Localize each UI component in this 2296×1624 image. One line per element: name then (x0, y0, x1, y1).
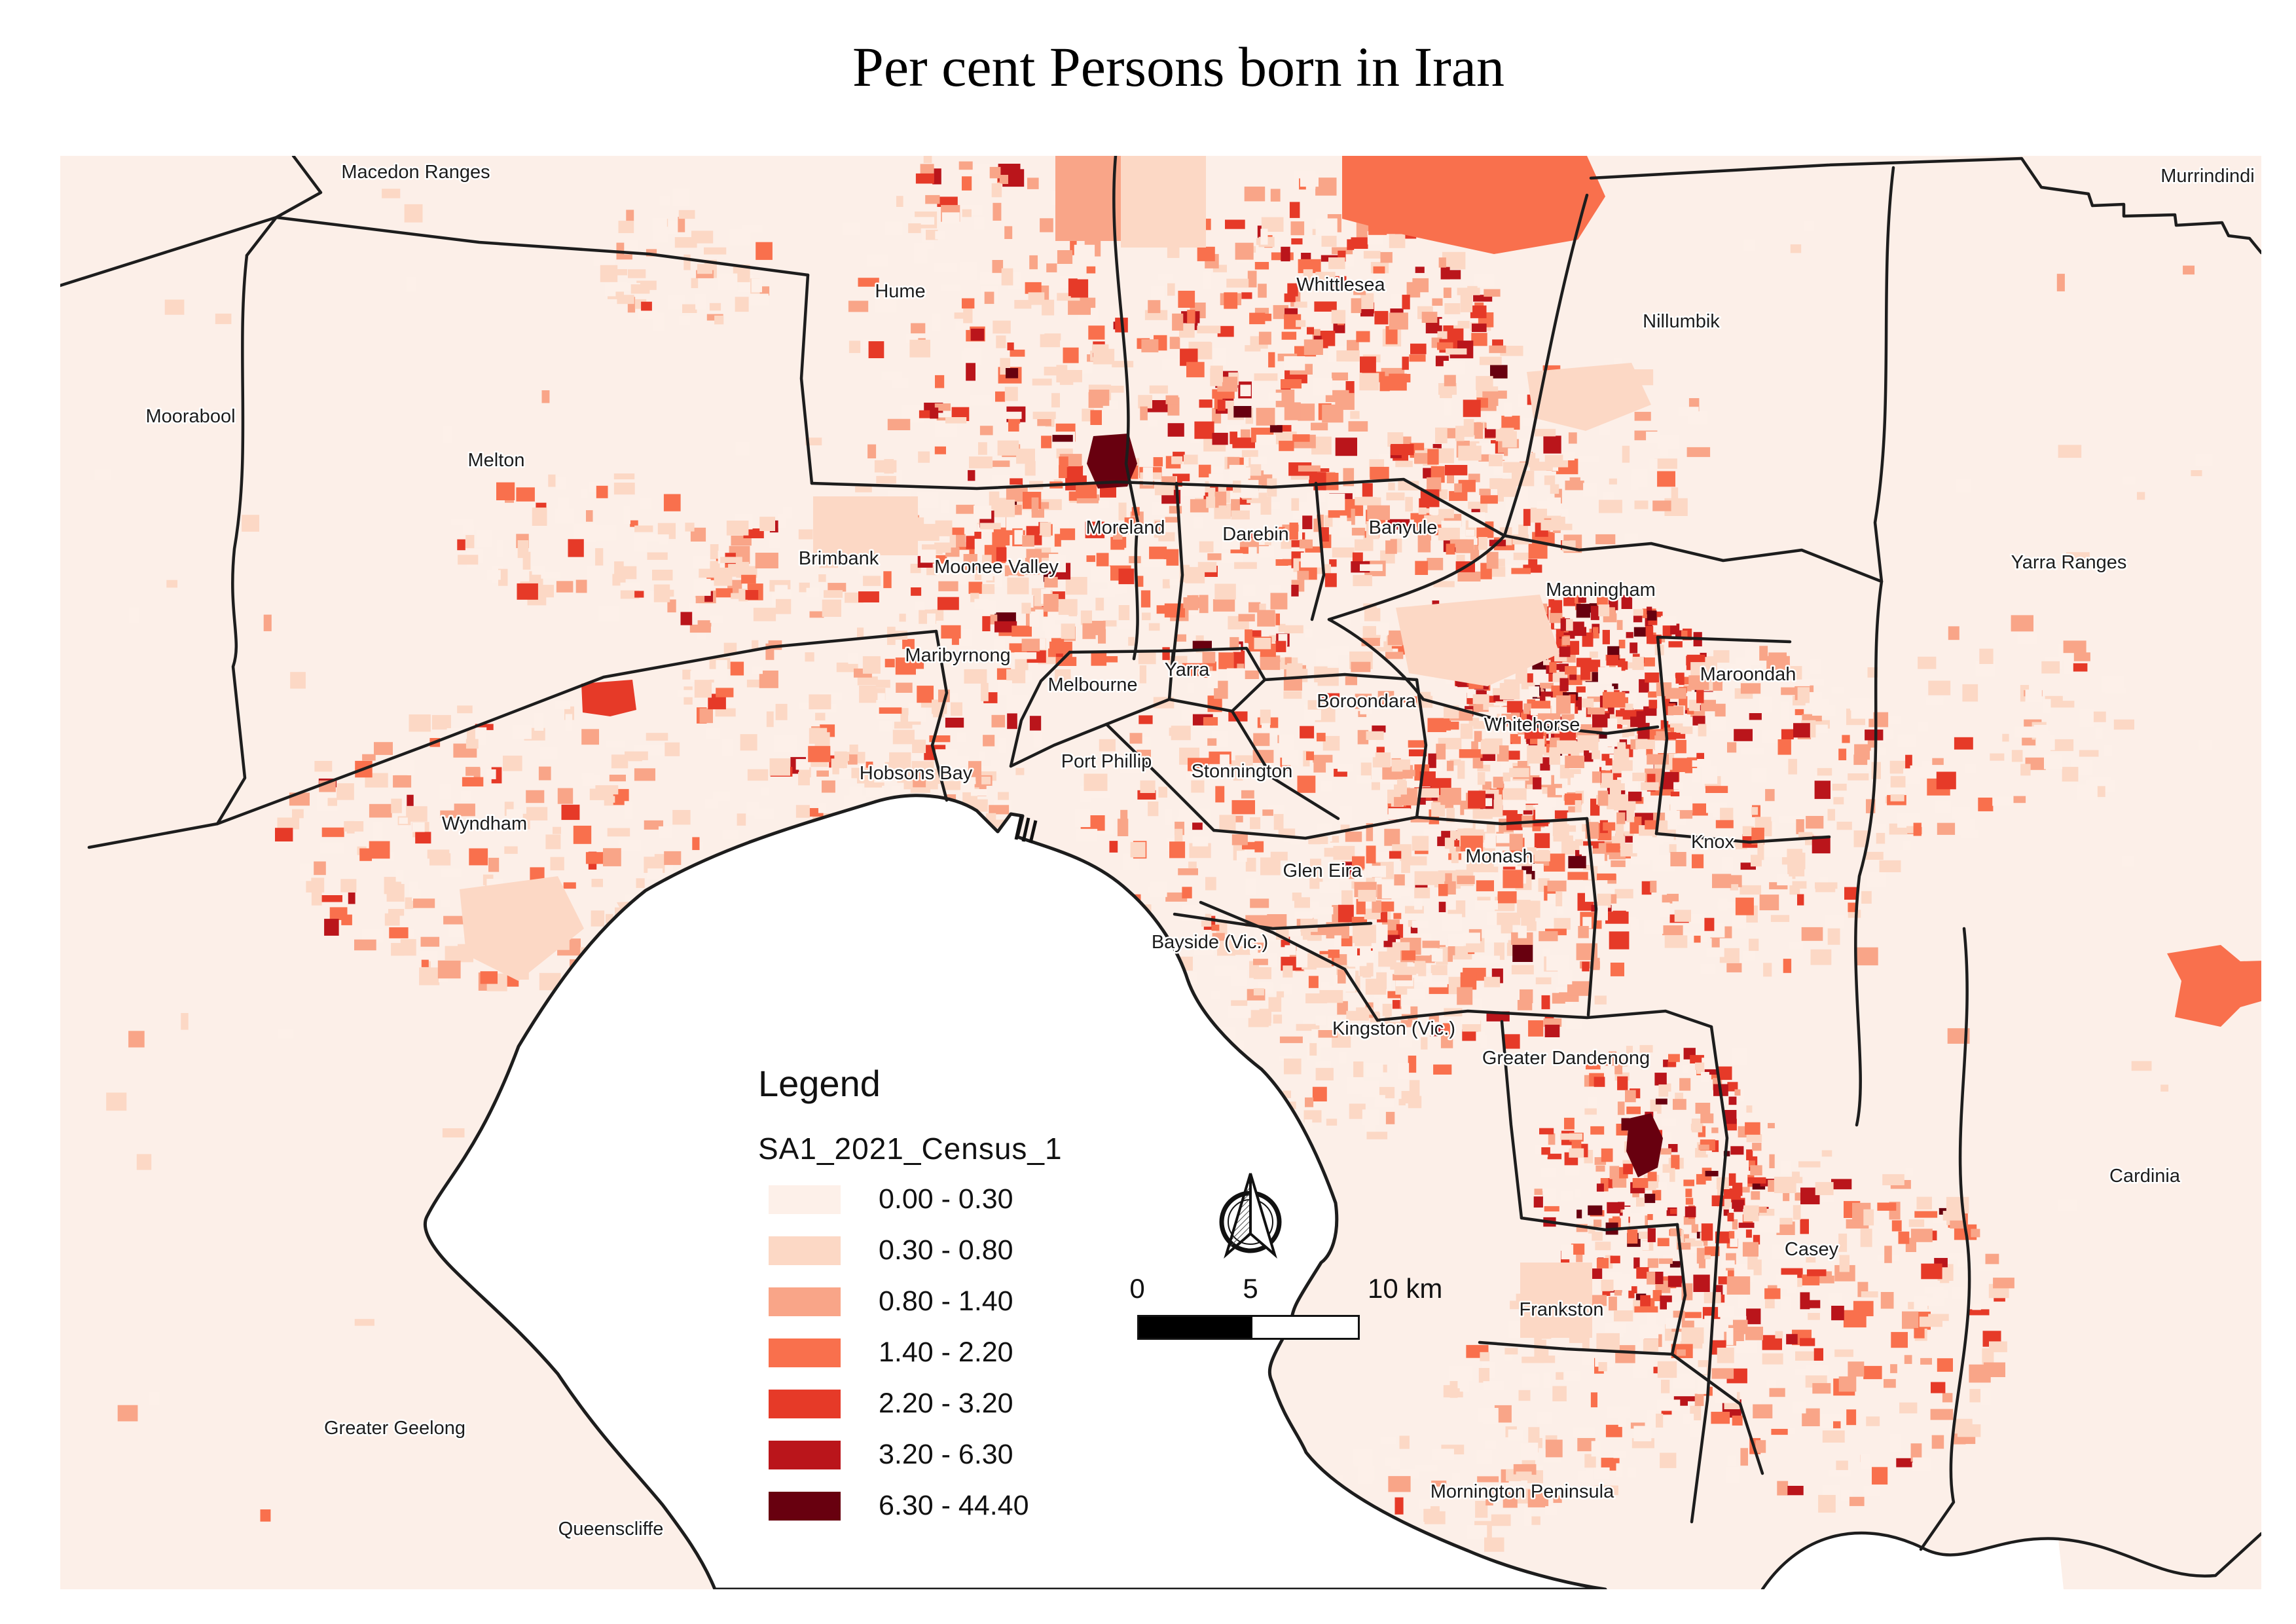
legend-heading: Legend (758, 1063, 881, 1104)
region-label-moorabool: Moorabool (145, 406, 235, 427)
legend-swatch-2 (769, 1287, 841, 1316)
legend-rows: 0.00 - 0.30 0.30 - 0.80 0.80 - 1.40 1.40 - … (758, 1183, 1063, 1522)
region-label-macedon-ranges: Macedon Ranges (341, 162, 490, 183)
legend-item-4: 2.20 - 3.20 (769, 1388, 1063, 1420)
legend-swatch-0 (769, 1185, 841, 1214)
region-label-darebin: Darebin (1222, 524, 1289, 545)
sa1-large-patches (460, 156, 2261, 1443)
region-label-maribyrnong: Maribyrnong (905, 645, 1010, 666)
legend-item-2: 0.80 - 1.40 (769, 1285, 1063, 1318)
legend-class-label: 0.30 - 0.80 (879, 1234, 1013, 1266)
legend-class-label: 6.30 - 44.40 (879, 1490, 1029, 1521)
region-label-moreland: Moreland (1086, 517, 1165, 538)
scale-tick-0: 0 (1129, 1273, 1145, 1304)
region-label-manningham: Manningham (1546, 580, 1656, 600)
compass-needle-right (1249, 1173, 1277, 1259)
region-label-murrindindi: Murrindindi (2160, 166, 2254, 187)
region-label-yarra: Yarra (1165, 659, 1211, 680)
region-label-banyule: Banyule (1369, 517, 1438, 538)
region-label-kingston-vic: Kingston (Vic.) (1332, 1018, 1455, 1039)
region-label-melton: Melton (467, 450, 524, 471)
scale-tick-10km: 10 km (1368, 1273, 1443, 1304)
legend-swatch-6 (769, 1491, 841, 1521)
region-label-knox: Knox (1691, 832, 1735, 853)
region-label-stonnington: Stonnington (1192, 761, 1293, 782)
map-canvas: Macedon Ranges Murrindindi Hume Whittlesea N… (60, 156, 2261, 1589)
sa1-cell-mosaic (94, 156, 2213, 1576)
scale-bar-track (1137, 1315, 1360, 1340)
region-label-cardinia: Cardinia (2109, 1166, 2181, 1187)
legend-swatch-5 (769, 1440, 841, 1469)
legend-class-label: 2.20 - 3.20 (879, 1388, 1013, 1419)
region-label-whitehorse: Whitehorse (1484, 714, 1580, 735)
legend-swatch-1 (769, 1236, 841, 1265)
region-label-whittlesea: Whittlesea (1296, 274, 1385, 295)
region-label-hume: Hume (875, 281, 925, 302)
legend-class-label: 1.40 - 2.20 (879, 1337, 1013, 1368)
region-label-bayside-vic: Bayside (Vic.) (1152, 932, 1268, 953)
region-label-yarra-ranges: Yarra Ranges (2011, 552, 2127, 573)
region-label-glen-eira: Glen Eira (1283, 860, 1363, 881)
region-label-casey: Casey (1785, 1239, 1839, 1260)
legend-item-5: 3.20 - 6.30 (769, 1439, 1063, 1471)
region-label-mornington-peninsula: Mornington Peninsula (1430, 1481, 1614, 1502)
legend: Legend SA1_2021_Census_1 0.00 - 0.30 0.30… (758, 1062, 1063, 1541)
legend-class-label: 0.80 - 1.40 (879, 1285, 1013, 1317)
lga-boundaries (60, 156, 2261, 1589)
region-label-greater-dandenong: Greater Dandenong (1482, 1048, 1650, 1069)
legend-item-3: 1.40 - 2.20 (769, 1337, 1063, 1369)
region-label-melbourne: Melbourne (1048, 674, 1137, 695)
region-label-monash: Monash (1465, 846, 1533, 867)
legend-layer-name: SA1_2021_Census_1 (758, 1132, 1063, 1166)
region-label-hobsons-bay: Hobsons Bay (860, 763, 973, 784)
region-label-maroondah: Maroondah (1700, 664, 1796, 685)
port-phillip-bay-water (423, 794, 2064, 1589)
legend-item-6: 6.30 - 44.40 (769, 1490, 1063, 1522)
legend-class-label: 0.00 - 0.30 (879, 1183, 1013, 1215)
scale-bar-filled-segment (1139, 1317, 1252, 1338)
scale-tick-5: 5 (1243, 1273, 1258, 1304)
choropleth-map: Macedon Ranges Murrindindi Hume Whittlesea N… (60, 156, 2261, 1589)
legend-class-label: 3.20 - 6.30 (879, 1439, 1013, 1470)
legend-item-0: 0.00 - 0.30 (769, 1183, 1063, 1215)
legend-item-1: 0.30 - 0.80 (769, 1234, 1063, 1266)
region-label-nillumbik: Nillumbik (1643, 311, 1720, 332)
region-label-port-phillip: Port Phillip (1061, 751, 1152, 772)
region-label-wyndham: Wyndham (442, 813, 527, 834)
region-label-greater-geelong: Greater Geelong (324, 1418, 465, 1439)
legend-swatch-4 (769, 1389, 841, 1418)
north-arrow-icon (1219, 1173, 1282, 1259)
map-title: Per cent Persons born in Iran (852, 35, 1504, 98)
scale-bar: 0 5 10 km (1129, 1273, 1451, 1352)
lga-labels: Macedon Ranges Murrindindi Hume Whittlesea N… (144, 160, 2256, 1541)
region-label-brimbank: Brimbank (799, 548, 879, 569)
region-label-moonee-valley: Moonee Valley (934, 557, 1059, 578)
region-label-boroondara: Boroondara (1317, 691, 1416, 712)
region-label-queenscliffe: Queenscliffe (558, 1519, 664, 1540)
region-label-frankston: Frankston (1520, 1299, 1604, 1320)
legend-swatch-3 (769, 1338, 841, 1367)
